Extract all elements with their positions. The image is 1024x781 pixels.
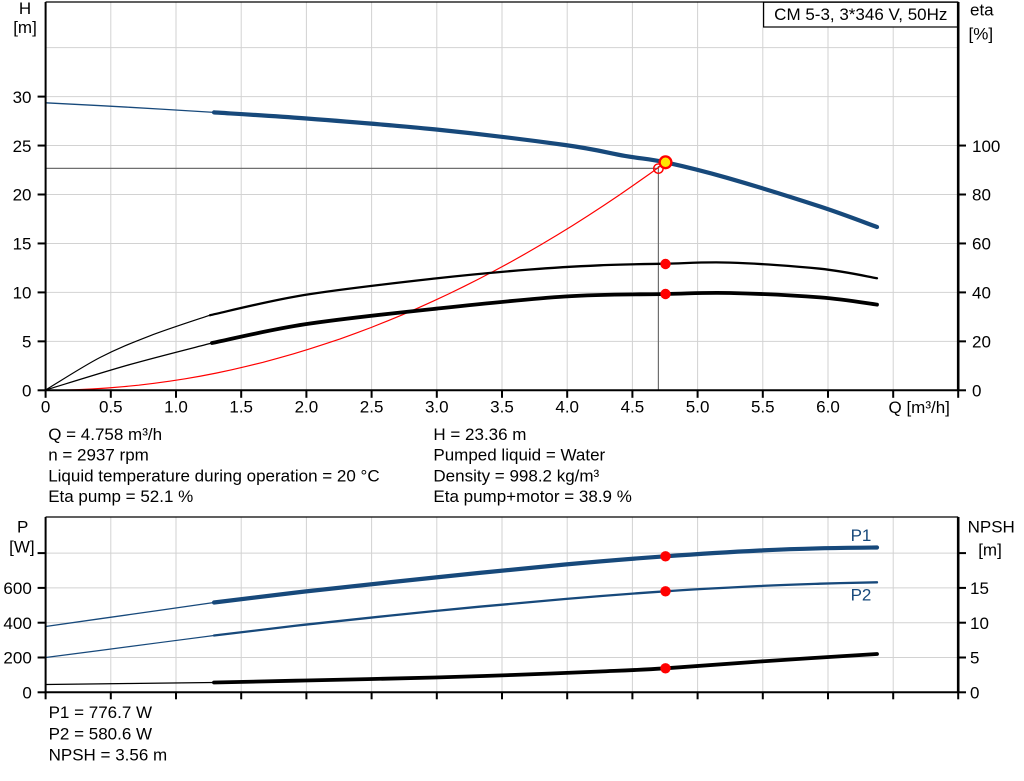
svg-text:P2 = 580.6 W: P2 = 580.6 W	[49, 725, 152, 744]
svg-text:Eta pump = 52.1 %: Eta pump = 52.1 %	[48, 487, 193, 506]
svg-text:n = 2937 rpm: n = 2937 rpm	[48, 446, 149, 465]
svg-text:P1: P1	[851, 526, 872, 545]
svg-text:100: 100	[972, 137, 1000, 156]
svg-text:5.5: 5.5	[751, 397, 775, 416]
svg-text:P: P	[17, 518, 28, 537]
svg-text:15: 15	[13, 235, 32, 254]
svg-text:4.5: 4.5	[621, 397, 645, 416]
svg-text:Q [m³/h]: Q [m³/h]	[889, 398, 950, 417]
svg-text:600: 600	[3, 579, 31, 598]
svg-text:400: 400	[3, 614, 31, 633]
svg-text:2.5: 2.5	[360, 397, 384, 416]
svg-text:5.0: 5.0	[686, 397, 710, 416]
svg-text:3.0: 3.0	[425, 397, 449, 416]
svg-text:25: 25	[13, 137, 32, 156]
svg-text:0: 0	[972, 382, 981, 401]
svg-text:Q = 4.758 m³/h: Q = 4.758 m³/h	[48, 425, 162, 444]
svg-text:15: 15	[970, 579, 989, 598]
svg-text:eta: eta	[970, 1, 994, 20]
svg-text:1.5: 1.5	[229, 397, 253, 416]
svg-text:H = 23.36 m: H = 23.36 m	[433, 425, 526, 444]
svg-text:P1 = 776.7 W: P1 = 776.7 W	[49, 703, 152, 722]
svg-text:0: 0	[22, 684, 31, 703]
svg-text:60: 60	[972, 235, 991, 254]
svg-text:10: 10	[13, 284, 32, 303]
svg-text:20: 20	[13, 186, 32, 205]
svg-text:5: 5	[970, 649, 979, 668]
svg-text:CM 5-3, 3*346 V, 50Hz: CM 5-3, 3*346 V, 50Hz	[774, 5, 947, 24]
svg-text:NPSH = 3.56 m: NPSH = 3.56 m	[49, 746, 168, 765]
svg-text:1.0: 1.0	[164, 397, 188, 416]
svg-text:20: 20	[972, 333, 991, 352]
svg-text:NPSH: NPSH	[968, 518, 1015, 537]
svg-text:0.5: 0.5	[99, 397, 123, 416]
svg-text:200: 200	[3, 649, 31, 668]
svg-text:0: 0	[970, 684, 979, 703]
svg-text:0: 0	[22, 382, 31, 401]
svg-text:[m]: [m]	[13, 18, 37, 37]
svg-text:[%]: [%]	[969, 24, 994, 43]
svg-text:P2: P2	[851, 585, 872, 604]
svg-text:3.5: 3.5	[490, 397, 514, 416]
svg-text:Eta pump+motor = 38.9 %: Eta pump+motor = 38.9 %	[433, 487, 631, 506]
svg-text:Liquid temperature during oper: Liquid temperature during operation = 20…	[48, 466, 379, 485]
svg-text:[W]: [W]	[9, 537, 35, 556]
svg-text:0: 0	[41, 397, 50, 416]
svg-text:H: H	[19, 0, 31, 18]
svg-text:[m]: [m]	[978, 540, 1002, 559]
svg-text:4.0: 4.0	[555, 397, 579, 416]
svg-text:2.0: 2.0	[295, 397, 319, 416]
svg-text:30: 30	[13, 88, 32, 107]
svg-text:10: 10	[970, 614, 989, 633]
svg-text:5: 5	[22, 333, 31, 352]
svg-text:Density = 998.2 kg/m³: Density = 998.2 kg/m³	[433, 466, 599, 485]
svg-text:80: 80	[972, 186, 991, 205]
svg-text:Pumped liquid = Water: Pumped liquid = Water	[433, 446, 605, 465]
svg-text:6.0: 6.0	[816, 397, 840, 416]
svg-text:40: 40	[972, 284, 991, 303]
